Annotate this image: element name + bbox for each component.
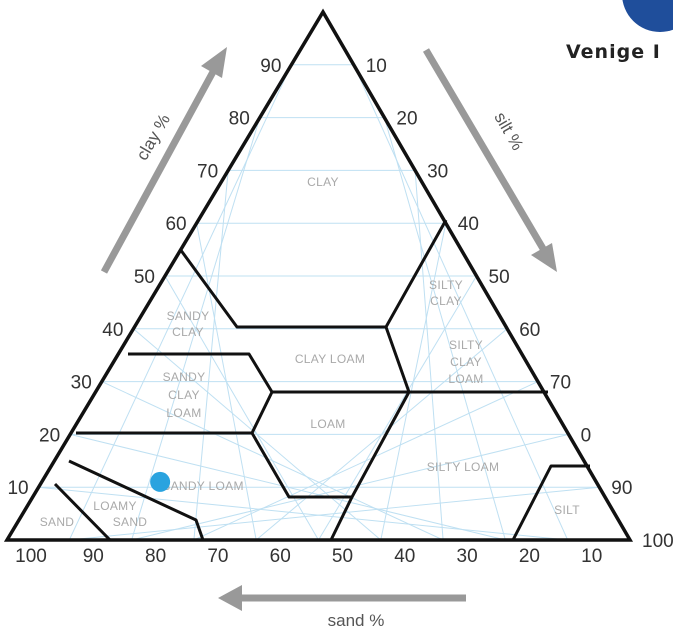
tick-label: 80 bbox=[145, 546, 166, 567]
boundary-silt bbox=[511, 464, 590, 541]
tick-label: 10 bbox=[7, 478, 28, 499]
boundary-loamy-sand bbox=[53, 482, 112, 542]
tick-label: 20 bbox=[519, 546, 540, 567]
tick-label: 20 bbox=[396, 109, 417, 130]
grid-line bbox=[38, 486, 568, 540]
region-label-silt: SILT bbox=[554, 503, 580, 517]
tick-label: 70 bbox=[197, 161, 218, 182]
grid-line bbox=[133, 328, 382, 540]
tick-label: 30 bbox=[457, 546, 478, 567]
tick-label: 70 bbox=[207, 546, 228, 567]
region-label-sand: SAND bbox=[40, 515, 75, 529]
tick-label: 90 bbox=[611, 478, 632, 499]
region-label-silty-clay-line2: CLAY bbox=[430, 294, 462, 308]
region-label-sandy-clay-loam-line2: CLAY bbox=[168, 388, 200, 402]
tick-label: 40 bbox=[394, 546, 415, 567]
tick-label: 90 bbox=[83, 546, 104, 567]
region-label-sandy-clay-loam-line1: SANDY bbox=[163, 370, 206, 384]
sand-axis-title: sand % bbox=[328, 611, 385, 628]
clay-arrow-head-icon bbox=[201, 47, 227, 78]
tick-label: 50 bbox=[489, 267, 510, 288]
region-label-loam: LOAM bbox=[310, 417, 345, 431]
silt-axis-ticks: 10 20 30 40 50 60 70 0 90 100 bbox=[366, 56, 673, 552]
tick-label: 40 bbox=[102, 320, 123, 341]
tick-label: 30 bbox=[427, 161, 448, 182]
region-label-loamy-sand-line2: SAND bbox=[113, 515, 148, 529]
triangle-outline bbox=[3, 8, 634, 542]
region-label-sandy-clay-line2: CLAY bbox=[172, 325, 204, 339]
region-label-silty-clay-loam-line1: SILTY bbox=[449, 338, 483, 352]
boundary-loam bbox=[250, 432, 354, 541]
silt-axis-arrow bbox=[422, 48, 557, 272]
sand-axis-ticks: 100 90 80 70 60 50 40 30 20 10 bbox=[15, 546, 602, 567]
tick-label: 30 bbox=[71, 373, 92, 394]
grid-line bbox=[70, 433, 506, 540]
tick-label: 100 bbox=[15, 546, 47, 567]
region-label-clay: CLAY bbox=[307, 175, 339, 189]
tick-label: 60 bbox=[270, 546, 291, 567]
clay-axis-arrow bbox=[100, 47, 227, 274]
region-label-sandy-clay-line1: SANDY bbox=[167, 309, 210, 323]
grid-line bbox=[353, 64, 569, 540]
tick-label: 70 bbox=[550, 373, 571, 394]
region-label-loamy-sand-line1: LOAMY bbox=[93, 499, 137, 513]
silt-axis-title: silt % bbox=[490, 109, 527, 154]
boundary-clay bbox=[178, 219, 448, 329]
region-label-silty-clay-line1: SILTY bbox=[429, 278, 463, 292]
region-label-silty-loam: SILTY LOAM bbox=[427, 460, 500, 474]
tick-label: 50 bbox=[134, 267, 155, 288]
region-label-sandy-clay-loam-line3: LOAM bbox=[166, 406, 201, 420]
tick-label: 60 bbox=[519, 320, 540, 341]
tick-label: 50 bbox=[332, 546, 353, 567]
tick-label: 10 bbox=[581, 546, 602, 567]
boundary-sandy-loam bbox=[68, 459, 205, 541]
grid-line bbox=[383, 117, 506, 540]
brand-logo-icon bbox=[622, 0, 673, 32]
sand-axis-arrow bbox=[218, 585, 466, 611]
tick-label: 20 bbox=[39, 425, 60, 446]
region-label-clay-loam: CLAY LOAM bbox=[295, 352, 365, 366]
region-label-silty-clay-loam-line2: CLAY bbox=[450, 355, 482, 369]
texture-class-labels: CLAY SILTY CLAY SANDY CLAY CLAY LOAM SIL… bbox=[40, 175, 580, 529]
grid-line bbox=[414, 170, 444, 540]
texture-class-boundaries bbox=[53, 219, 590, 542]
tick-label: 60 bbox=[165, 214, 186, 235]
brand-name: Venige I bbox=[566, 41, 661, 63]
tick-label: 0 bbox=[581, 425, 592, 446]
tick-label: 40 bbox=[458, 214, 479, 235]
tick-label: 80 bbox=[229, 109, 250, 130]
sand-arrow-head-icon bbox=[218, 585, 242, 611]
grid-line bbox=[101, 381, 444, 540]
tick-label: 90 bbox=[260, 56, 281, 77]
boundary-silt-loam bbox=[350, 391, 411, 498]
grid-line bbox=[380, 223, 447, 540]
clay-axis-ticks: 10 20 30 40 50 60 70 80 90 bbox=[7, 56, 281, 499]
sample-point bbox=[150, 471, 171, 492]
triangle-grid bbox=[38, 64, 600, 540]
region-label-silty-clay-loam-line3: LOAM bbox=[448, 372, 483, 386]
silt-arrow-head-icon bbox=[531, 243, 557, 272]
tick-label: 100 bbox=[642, 531, 673, 552]
region-label-sandy-loam: SANDY LOAM bbox=[162, 479, 243, 493]
tick-label: 10 bbox=[366, 56, 387, 77]
